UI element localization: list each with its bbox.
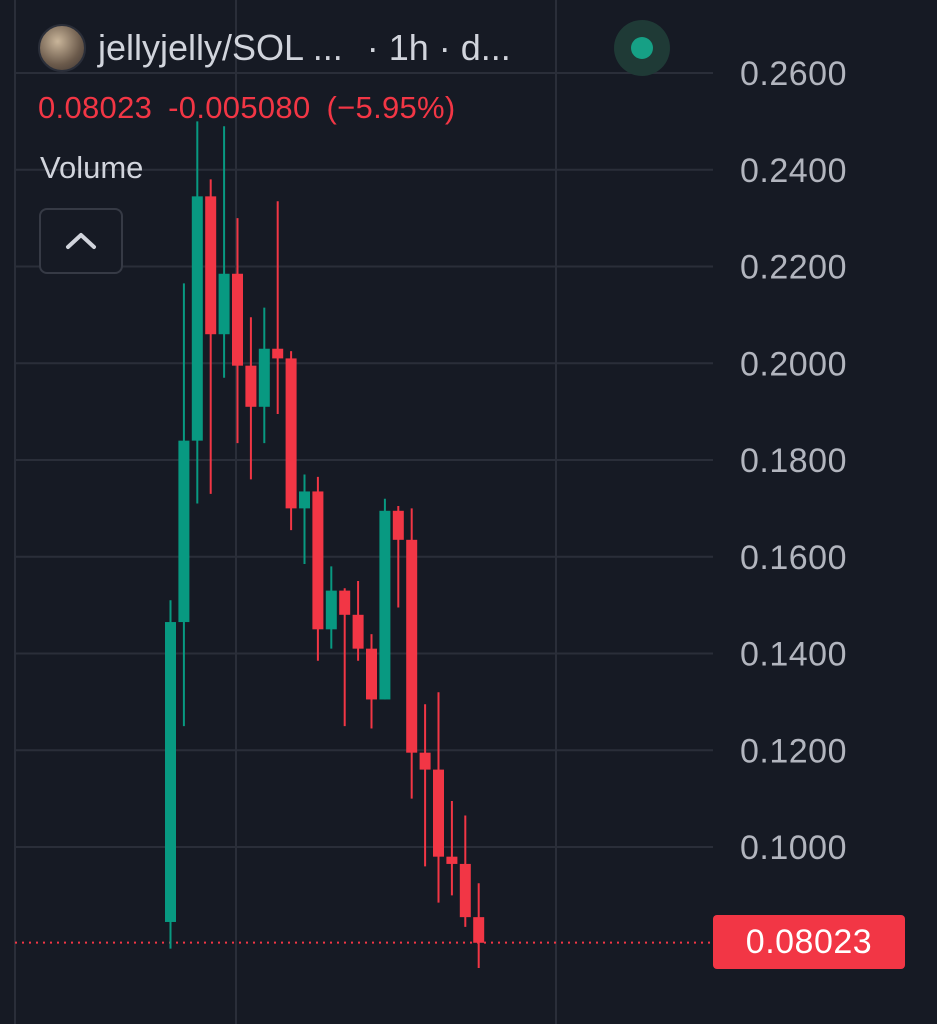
- candle: [272, 201, 284, 415]
- candle-body: [312, 491, 324, 630]
- last-price: 0.08023: [38, 90, 153, 125]
- price-change-percent: (−5.95%): [326, 90, 456, 125]
- token-avatar-icon: [38, 24, 86, 72]
- candle: [339, 588, 351, 727]
- candle-body: [325, 590, 337, 630]
- candle: [325, 566, 337, 649]
- candle-body: [205, 196, 217, 335]
- candle: [446, 801, 458, 896]
- candle: [232, 218, 243, 444]
- candle-body: [366, 648, 377, 700]
- candle-body: [285, 358, 297, 509]
- candle-body: [433, 769, 444, 857]
- y-tick-label: 0.2200: [740, 249, 847, 287]
- symbol-label[interactable]: jellyjelly/SOL ...: [98, 27, 343, 68]
- interval-label[interactable]: · 1h · d...: [366, 27, 511, 68]
- candle-body: [352, 614, 364, 649]
- candle-body: [178, 440, 190, 623]
- candle: [379, 498, 391, 700]
- collapse-indicators-button[interactable]: [39, 208, 123, 274]
- candle-body: [258, 348, 270, 407]
- chevron-up-icon: [66, 233, 96, 249]
- candle: [258, 307, 270, 444]
- y-tick-label: 0.2600: [740, 55, 847, 93]
- candle-body: [218, 273, 230, 335]
- candle-body: [232, 273, 243, 366]
- candle-body: [473, 917, 485, 943]
- candle: [285, 351, 297, 531]
- candle: [419, 704, 431, 867]
- candle-body: [299, 491, 310, 509]
- chart-header: jellyjelly/SOL ... · 1h · d...: [38, 24, 511, 72]
- volume-indicator-label[interactable]: Volume: [40, 150, 144, 185]
- market-status-button[interactable]: [614, 20, 670, 76]
- candle: [218, 126, 230, 378]
- market-open-dot-icon: [631, 37, 653, 59]
- candle-body: [245, 365, 257, 407]
- y-tick-label: 0.2000: [740, 345, 847, 383]
- candle: [178, 283, 190, 727]
- candle: [299, 474, 310, 565]
- candle-body: [191, 196, 203, 441]
- candle-body: [392, 510, 404, 540]
- candle-body: [339, 590, 351, 615]
- y-tick-label: 0.1800: [740, 442, 847, 480]
- candle-body: [379, 510, 391, 700]
- last-price-tag: 0.08023: [713, 915, 905, 969]
- candle: [191, 121, 203, 504]
- candle: [165, 600, 176, 949]
- candle: [459, 815, 471, 927]
- vertical-grid: [14, 0, 557, 1024]
- horizontal-grid: [15, 72, 713, 848]
- quote-line: 0.08023 -0.005080 (−5.95%): [38, 90, 472, 126]
- candle-body: [272, 348, 284, 359]
- y-tick-label: 0.1600: [740, 539, 847, 577]
- candle-body: [459, 863, 471, 918]
- price-axis[interactable]: 0.2600 0.2400 0.2200 0.2000 0.1800 0.1600 0.14…: [740, 55, 847, 867]
- y-tick-label: 0.1000: [740, 829, 847, 867]
- candle-body: [165, 622, 176, 922]
- candle: [392, 505, 404, 608]
- candle: [205, 179, 217, 494]
- y-tick-label: 0.2400: [740, 152, 847, 190]
- candle-body: [406, 539, 418, 753]
- price-change: -0.005080: [168, 90, 311, 125]
- candle-body: [446, 856, 458, 864]
- candle: [352, 580, 364, 661]
- candle: [312, 476, 324, 661]
- candle: [245, 317, 257, 480]
- y-tick-label: 0.1400: [740, 636, 847, 674]
- candles: [165, 121, 485, 968]
- candle: [406, 508, 418, 799]
- y-tick-label: 0.1200: [740, 732, 847, 770]
- candle: [433, 692, 444, 903]
- candle: [366, 634, 377, 729]
- candle: [473, 883, 485, 968]
- candle-body: [419, 752, 431, 770]
